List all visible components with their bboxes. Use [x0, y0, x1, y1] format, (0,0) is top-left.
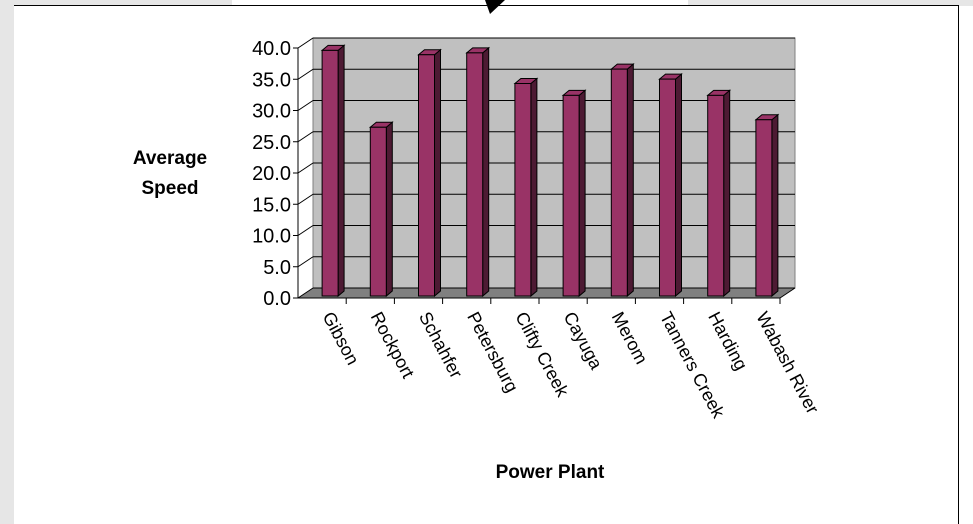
bar-side [530, 77, 538, 298]
y-tick-label: 5.0 [263, 257, 291, 279]
bar-front [610, 68, 628, 297]
x-tick-label: Wabash River [752, 308, 822, 417]
bar [320, 44, 346, 298]
x-axis-label: Power Plant [495, 462, 605, 483]
bar-front [659, 78, 676, 297]
x-tick-label: Rockport [367, 308, 418, 381]
gridline-depth [297, 162, 314, 174]
bar-front [418, 54, 435, 297]
gridline-depth [297, 225, 314, 236]
gridline-depth [297, 68, 314, 80]
y-tick-label: 40.0 [252, 38, 291, 60]
bar-front [369, 126, 387, 297]
bar-side [385, 121, 393, 298]
bar-front [562, 94, 580, 297]
background-panel [0, 0, 14, 524]
y-axis-label: Average Speed [132, 148, 208, 199]
bar [561, 89, 587, 298]
bar [465, 46, 491, 298]
x-tick-label: Cayuga [560, 308, 607, 373]
bar-side [482, 46, 490, 298]
bar [658, 73, 683, 298]
bar [609, 63, 635, 298]
y-tick-label: 20.0 [252, 163, 291, 185]
bar-side [578, 89, 586, 298]
gridline-depth [297, 287, 314, 299]
x-tick-label: Harding [704, 308, 751, 373]
arrowhead-icon [485, 0, 505, 14]
bar [754, 113, 780, 298]
bar-front [514, 83, 532, 297]
x-axis-ticks [345, 298, 781, 304]
gridline-depth [297, 37, 314, 49]
bar-front [321, 49, 339, 297]
gridline-depth [297, 193, 314, 205]
gridline-depth [297, 100, 314, 111]
background-panel [0, 0, 232, 6]
bar [368, 121, 394, 298]
bar-side [434, 48, 441, 298]
y-tick-label: 35.0 [252, 69, 291, 91]
bar-side [337, 44, 345, 298]
bar [706, 89, 732, 298]
bar [417, 48, 442, 298]
bar [513, 77, 539, 298]
y-axis-ticks: 0.0 5.0 10.0 15.0 20.0 25.0 30.0 35.0 40.0 [252, 38, 298, 310]
gridline-depth [297, 256, 314, 268]
x-tick-label: Gibson [319, 308, 363, 368]
y-tick-label: 10.0 [252, 226, 291, 248]
bar-front [755, 119, 773, 297]
y-tick-label: 0.0 [263, 288, 291, 310]
bar-side [723, 89, 731, 298]
gridline-depth [297, 131, 314, 143]
bar-front [707, 94, 725, 297]
bar-side [626, 63, 634, 298]
x-tick-label: Schahfer [415, 308, 466, 381]
bar-side [771, 113, 779, 298]
bars [320, 44, 780, 298]
x-axis-depth-line [779, 287, 796, 299]
y-tick-label: 25.0 [252, 132, 291, 154]
x-tick-label: Petersburg [463, 308, 522, 395]
background-panel [688, 0, 973, 6]
y-tick-label: 15.0 [252, 194, 291, 216]
bar-side [675, 73, 682, 298]
x-tick-label: Merom [608, 308, 652, 367]
bar-front [466, 52, 484, 297]
y-tick-label: 30.0 [252, 101, 291, 123]
